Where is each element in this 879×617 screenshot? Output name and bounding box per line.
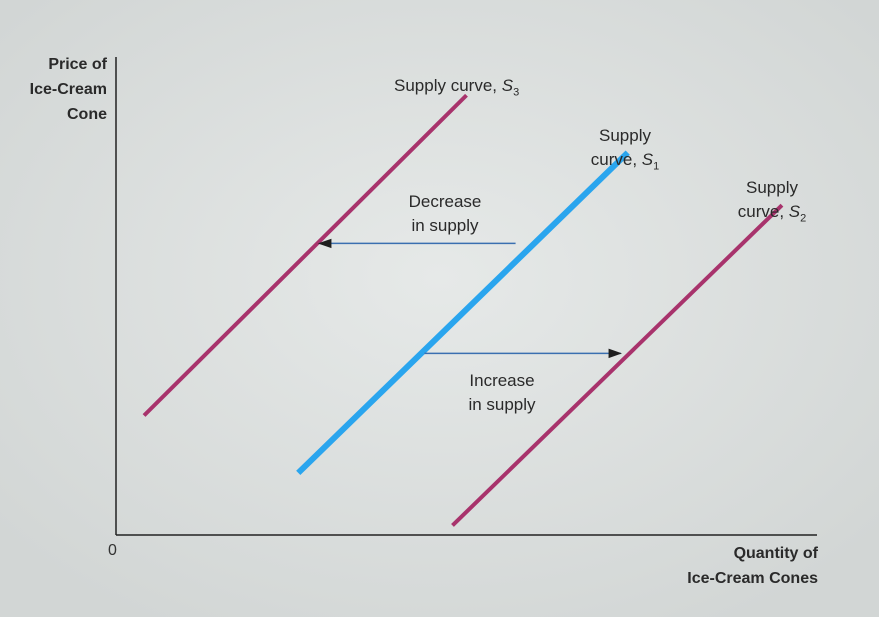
series-label-s1-symbol: S [641, 150, 654, 169]
series-label-s1: Supply curve, S1 [575, 100, 675, 178]
series-label-s2-text: Supply curve, [737, 178, 798, 221]
supply-curve-s1 [296, 150, 630, 476]
arrows-layer [317, 238, 623, 359]
series-label-s2-symbol: S [788, 202, 801, 221]
x-axis-label: Quantity of Ice-Cream Cones [687, 545, 818, 587]
series-label-s1-text: Supply curve, [590, 126, 651, 169]
series-label-s2: Supply curve, S2 [722, 152, 822, 230]
supply-curve-s2 [451, 203, 784, 527]
series-label-s3-subscript: 3 [513, 86, 520, 99]
series-label-s1-subscript: 1 [653, 160, 660, 173]
y-axis-label: Price of Ice-Cream Cone [29, 56, 107, 123]
series-label-s2-subscript: 2 [800, 212, 807, 225]
curves-layer [142, 93, 784, 527]
increase-in-supply-label: Increase in supply [468, 371, 536, 414]
series-label-s3-text: Supply curve, [394, 76, 502, 95]
supply-curve-s3 [142, 93, 468, 417]
decrease-in-supply-label: Decrease in supply [408, 192, 482, 235]
series-label-s3-symbol: S [501, 76, 514, 95]
series-label-s3: Supply curve, S3 [394, 74, 519, 104]
origin-label: 0 [108, 542, 117, 559]
